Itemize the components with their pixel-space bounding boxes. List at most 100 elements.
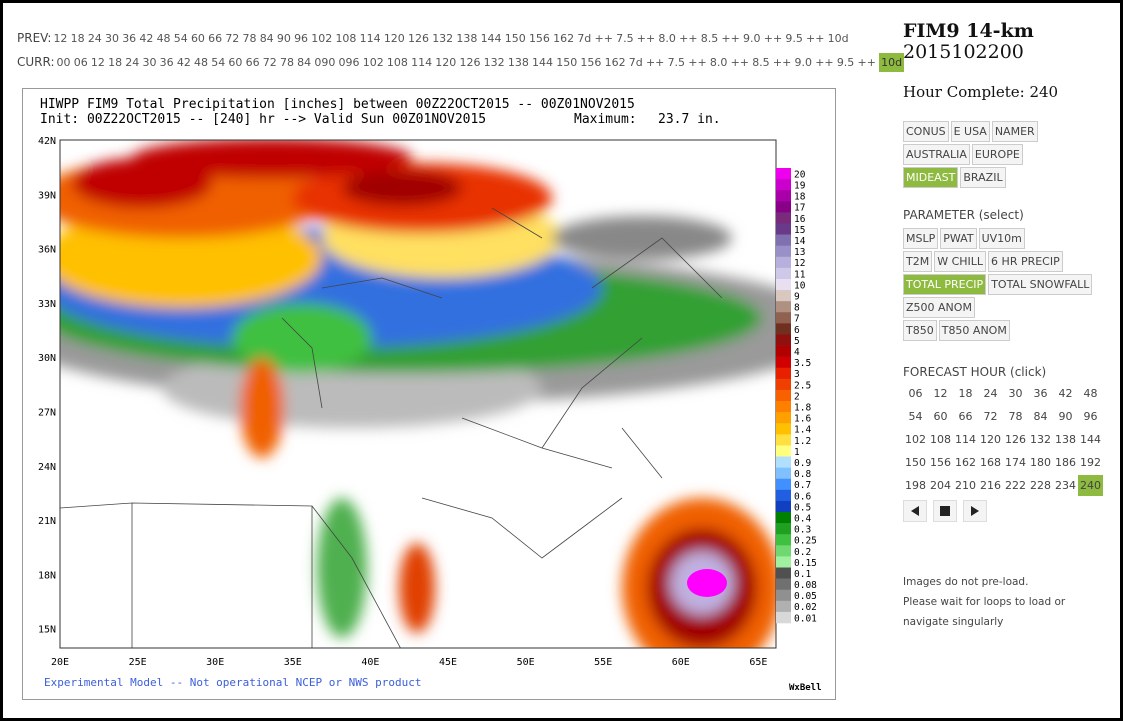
hour-link[interactable]: ++ xyxy=(721,32,740,45)
option-button[interactable]: 210 xyxy=(955,479,976,492)
hour-link[interactable]: 12 xyxy=(53,32,68,45)
hour-link[interactable]: 24 xyxy=(87,32,102,45)
hour-link[interactable]: 120 xyxy=(383,32,405,45)
hour-link[interactable]: 126 xyxy=(459,56,481,69)
option-button[interactable]: 36 xyxy=(1033,387,1048,400)
hour-link[interactable]: 48 xyxy=(194,56,209,69)
hour-link[interactable]: 156 xyxy=(580,56,602,69)
hour-link[interactable]: ++ xyxy=(594,32,613,45)
hour-link[interactable]: 138 xyxy=(507,56,529,69)
hour-link[interactable]: 138 xyxy=(456,32,478,45)
option-button[interactable]: 18 xyxy=(958,387,973,400)
option-button[interactable]: 24 xyxy=(983,387,998,400)
hour-link[interactable]: 60 xyxy=(228,56,243,69)
hour-link[interactable]: 150 xyxy=(556,56,578,69)
option-button[interactable]: 72 xyxy=(983,410,998,423)
option-button[interactable]: 12 xyxy=(933,387,948,400)
hour-link[interactable]: ++ xyxy=(645,56,665,69)
option-button[interactable]: 06 xyxy=(908,387,923,400)
option-button[interactable]: 120 xyxy=(980,433,1001,446)
option-button[interactable]: 204 xyxy=(930,479,951,492)
hour-link[interactable]: 90 xyxy=(276,32,291,45)
option-button[interactable]: E USA xyxy=(950,121,990,142)
hour-link[interactable]: 144 xyxy=(480,32,502,45)
hour-link[interactable]: ++ xyxy=(857,56,876,69)
hour-link[interactable]: 18 xyxy=(108,56,123,69)
hour-link[interactable]: 8.5 xyxy=(752,56,770,69)
option-button[interactable]: 66 xyxy=(958,410,973,423)
hour-link[interactable]: 108 xyxy=(335,32,357,45)
hour-link[interactable]: 150 xyxy=(504,32,526,45)
play-button[interactable] xyxy=(963,500,987,522)
hour-link[interactable]: ++ xyxy=(763,32,783,45)
option-button[interactable]: 186 xyxy=(1055,456,1076,469)
hour-link[interactable]: ++ xyxy=(730,56,749,69)
hour-link[interactable]: 12 xyxy=(90,56,105,69)
hour-link[interactable]: 36 xyxy=(159,56,174,69)
hour-link[interactable]: 090 xyxy=(314,56,336,69)
option-button[interactable]: T850 ANOM xyxy=(938,320,1010,341)
hour-link[interactable]: 7d xyxy=(628,56,643,69)
option-button[interactable]: 96 xyxy=(1083,410,1098,423)
hour-link[interactable]: ++ xyxy=(815,56,834,69)
hour-link[interactable]: 54 xyxy=(173,32,188,45)
hour-link[interactable]: 48 xyxy=(156,32,171,45)
hour-link[interactable]: 7.5 xyxy=(667,56,686,69)
option-button[interactable]: 138 xyxy=(1055,433,1076,446)
hour-link[interactable]: 84 xyxy=(259,32,274,45)
hour-link[interactable]: 120 xyxy=(435,56,457,69)
option-button[interactable]: NAMER xyxy=(991,121,1038,142)
hour-link[interactable]: 9.0 xyxy=(743,32,761,45)
option-button[interactable]: 168 xyxy=(980,456,1001,469)
hour-link[interactable]: 84 xyxy=(297,56,312,69)
hour-link[interactable]: 8.0 xyxy=(658,32,676,45)
option-button[interactable]: 234 xyxy=(1055,479,1076,492)
hour-link[interactable]: 54 xyxy=(211,56,226,69)
hour-link[interactable]: 132 xyxy=(432,32,454,45)
option-button[interactable]: 228 xyxy=(1030,479,1051,492)
option-button[interactable]: 60 xyxy=(933,410,948,423)
option-button[interactable]: 216 xyxy=(980,479,1001,492)
option-button[interactable]: 150 xyxy=(905,456,926,469)
hour-link[interactable]: 144 xyxy=(532,56,554,69)
option-button[interactable]: 114 xyxy=(955,433,976,446)
hour-link[interactable]: 8.5 xyxy=(700,32,719,45)
hour-link[interactable]: 78 xyxy=(279,56,294,69)
hour-link[interactable]: 7d xyxy=(577,32,592,45)
option-button[interactable]: T850 xyxy=(903,320,937,341)
option-button[interactable]: 222 xyxy=(1005,479,1026,492)
option-button[interactable]: Z500 ANOM xyxy=(903,297,975,318)
hour-link[interactable]: 60 xyxy=(190,32,205,45)
hour-link[interactable]: 66 xyxy=(245,56,260,69)
hour-link[interactable]: 102 xyxy=(362,56,384,69)
hour-link[interactable]: 102 xyxy=(311,32,333,45)
hour-link[interactable]: 162 xyxy=(604,56,626,69)
hour-link[interactable]: ++ xyxy=(806,32,825,45)
option-button[interactable]: 108 xyxy=(930,433,951,446)
hour-link[interactable]: 096 xyxy=(338,56,360,69)
option-button[interactable]: 180 xyxy=(1030,456,1051,469)
hour-link[interactable]: 162 xyxy=(553,32,575,45)
hour-link[interactable]: 156 xyxy=(528,32,550,45)
option-button[interactable]: MIDEAST xyxy=(903,167,959,188)
option-button[interactable]: MSLP xyxy=(903,228,939,249)
option-button[interactable]: 174 xyxy=(1005,456,1026,469)
option-button[interactable]: 48 xyxy=(1083,387,1098,400)
hour-link[interactable]: 30 xyxy=(105,32,119,45)
hour-link[interactable]: 24 xyxy=(125,56,140,69)
hour-link[interactable]: 96 xyxy=(294,32,309,45)
option-button[interactable]: 192 xyxy=(1080,456,1101,469)
option-button[interactable]: 162 xyxy=(955,456,976,469)
hour-link[interactable]: 18 xyxy=(70,32,85,45)
hour-link[interactable]: 8.0 xyxy=(709,56,728,69)
option-button[interactable]: AUSTRALIA xyxy=(903,144,970,165)
option-button[interactable]: W CHILL xyxy=(934,251,987,272)
option-button[interactable]: 78 xyxy=(1008,410,1023,423)
option-button[interactable]: EUROPE xyxy=(971,144,1023,165)
option-button[interactable]: 132 xyxy=(1030,433,1051,446)
option-button[interactable]: 198 xyxy=(905,479,926,492)
hour-link[interactable]: 10d xyxy=(827,32,849,45)
option-button[interactable]: 102 xyxy=(905,433,926,446)
hour-link[interactable]: 78 xyxy=(242,32,257,45)
hour-link[interactable]: 9.5 xyxy=(785,32,803,45)
